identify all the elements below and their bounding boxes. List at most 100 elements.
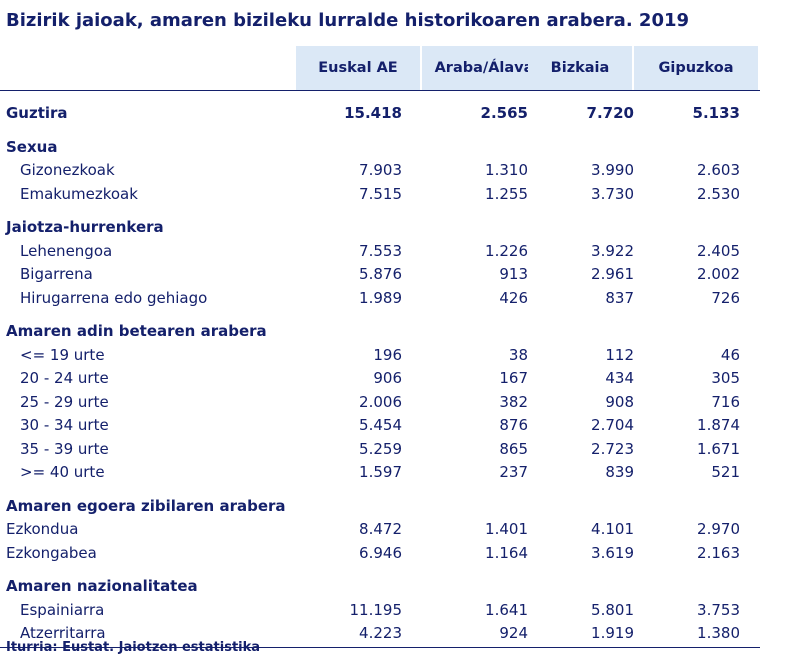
cell: 46 bbox=[720, 345, 740, 364]
section-heading: Jaiotza-hurrenkera bbox=[0, 215, 760, 239]
cell: 4.223 bbox=[359, 624, 402, 642]
cell: 11.195 bbox=[349, 600, 403, 619]
cell: 1.255 bbox=[485, 184, 528, 203]
cell: 2.002 bbox=[697, 265, 740, 283]
table-row: Lehenengoa 7.553 1.226 3.922 2.405 bbox=[0, 239, 760, 263]
table-row: Hirugarrena edo gehiago 1.989 426 837 72… bbox=[0, 286, 760, 310]
cell: 5.454 bbox=[359, 416, 402, 434]
cell: 924 bbox=[499, 624, 528, 642]
row-label: >= 40 urte bbox=[20, 463, 105, 481]
table-header: Euskal AE Araba/Álava Bizkaia Gipuzkoa bbox=[0, 46, 760, 90]
section-title: Sexua bbox=[6, 137, 58, 156]
cell: 2.006 bbox=[359, 392, 402, 411]
table-row: Ezkongabea 6.946 1.164 3.619 2.163 bbox=[0, 541, 760, 565]
row-label: Lehenengoa bbox=[20, 241, 113, 260]
cell: 1.226 bbox=[485, 241, 528, 260]
cell: 2.530 bbox=[697, 184, 740, 203]
table-row: <= 19 urte 196 38 112 46 bbox=[0, 343, 760, 367]
cell: 865 bbox=[499, 439, 528, 458]
row-label: 25 - 29 urte bbox=[20, 392, 109, 411]
cell: 1.401 bbox=[485, 520, 528, 538]
cell: 716 bbox=[711, 392, 740, 411]
cell: 2.565 bbox=[480, 104, 528, 122]
cell: 1.671 bbox=[697, 439, 740, 458]
section-heading: Amaren nazionalitatea bbox=[0, 574, 760, 598]
table-row: Espainiarra 11.195 1.641 5.801 3.753 bbox=[0, 598, 760, 622]
row-label: Atzerritarra bbox=[20, 624, 106, 642]
section-title: Amaren nazionalitatea bbox=[6, 577, 198, 595]
row-label: 30 - 34 urte bbox=[20, 416, 109, 434]
cell: 167 bbox=[499, 369, 528, 387]
cell: 4.101 bbox=[591, 520, 634, 538]
cell: 15.418 bbox=[344, 104, 402, 122]
column-header-araba: Araba/Álava bbox=[422, 46, 546, 90]
column-header-bizkaia: Bizkaia bbox=[528, 46, 632, 90]
cell: 1.989 bbox=[359, 288, 402, 307]
cell: 5.801 bbox=[591, 600, 634, 619]
cell: 913 bbox=[499, 265, 528, 283]
cell: 1.380 bbox=[697, 624, 740, 642]
cell: 5.133 bbox=[692, 104, 740, 122]
table-row: >= 40 urte 1.597 237 839 521 bbox=[0, 460, 760, 484]
cell: 1.597 bbox=[359, 463, 402, 481]
data-table: Euskal AE Araba/Álava Bizkaia Gipuzkoa G… bbox=[0, 46, 760, 648]
cell: 3.922 bbox=[591, 241, 634, 260]
cell: 2.970 bbox=[697, 520, 740, 538]
cell: 382 bbox=[499, 392, 528, 411]
cell: 426 bbox=[499, 288, 528, 307]
table-row: Emakumezkoak 7.515 1.255 3.730 2.530 bbox=[0, 182, 760, 206]
table-title: Bizirik jaioak, amaren bizileku lurralde… bbox=[6, 10, 690, 31]
cell: 1.310 bbox=[485, 161, 528, 179]
cell: 1.641 bbox=[485, 600, 528, 619]
cell: 3.730 bbox=[591, 184, 634, 203]
row-label: Ezkondua bbox=[6, 520, 79, 538]
table-row: 30 - 34 urte 5.454 876 2.704 1.874 bbox=[0, 413, 760, 437]
section-title: Amaren egoera zibilaren arabera bbox=[6, 496, 286, 515]
row-label: Ezkongabea bbox=[6, 543, 97, 562]
table-row: 25 - 29 urte 2.006 382 908 716 bbox=[0, 390, 760, 414]
cell: 6.946 bbox=[359, 543, 402, 562]
cell: 3.990 bbox=[591, 161, 634, 179]
section-heading: Sexua bbox=[0, 135, 760, 159]
row-label: Gizonezkoak bbox=[20, 161, 115, 179]
row-label: 35 - 39 urte bbox=[20, 439, 109, 458]
cell: 305 bbox=[711, 369, 740, 387]
cell: 908 bbox=[605, 392, 634, 411]
column-header-gipuzkoa: Gipuzkoa bbox=[634, 46, 758, 90]
row-label: <= 19 urte bbox=[20, 345, 105, 364]
cell: 237 bbox=[499, 463, 528, 481]
cell: 876 bbox=[499, 416, 528, 434]
table-row: 35 - 39 urte 5.259 865 2.723 1.671 bbox=[0, 437, 760, 461]
cell: 196 bbox=[373, 345, 402, 364]
cell: 7.553 bbox=[359, 241, 402, 260]
total-row: Guztira 15.418 2.565 7.720 5.133 bbox=[0, 101, 760, 125]
cell: 7.720 bbox=[586, 104, 634, 122]
cell: 1.919 bbox=[591, 624, 634, 642]
cell: 521 bbox=[711, 463, 740, 481]
cell: 5.259 bbox=[359, 439, 402, 458]
table-row: Atzerritarra 4.223 924 1.919 1.380 bbox=[0, 621, 760, 645]
cell: 2.723 bbox=[591, 439, 634, 458]
cell: 8.472 bbox=[359, 520, 402, 538]
cell: 3.753 bbox=[697, 600, 740, 619]
cell: 839 bbox=[605, 463, 634, 481]
section-heading: Amaren egoera zibilaren arabera bbox=[0, 494, 760, 518]
table-row: Gizonezkoak 7.903 1.310 3.990 2.603 bbox=[0, 158, 760, 182]
cell: 3.619 bbox=[591, 543, 634, 562]
table-row: Ezkondua 8.472 1.401 4.101 2.970 bbox=[0, 517, 760, 541]
cell: 1.164 bbox=[485, 543, 528, 562]
row-label: Espainiarra bbox=[20, 600, 105, 619]
cell: 906 bbox=[373, 369, 402, 387]
cell: 726 bbox=[711, 288, 740, 307]
cell: 2.704 bbox=[591, 416, 634, 434]
section-title: Jaiotza-hurrenkera bbox=[6, 218, 164, 236]
cell: 112 bbox=[605, 345, 634, 364]
cell: 2.163 bbox=[697, 543, 740, 562]
section-title: Amaren adin betearen arabera bbox=[6, 322, 267, 340]
cell: 5.876 bbox=[359, 265, 402, 283]
cell: 837 bbox=[605, 288, 634, 307]
cell: 38 bbox=[508, 345, 528, 364]
cell: 7.515 bbox=[359, 184, 402, 203]
table-row: 20 - 24 urte 906 167 434 305 bbox=[0, 366, 760, 390]
section-heading: Amaren adin betearen arabera bbox=[0, 319, 760, 343]
